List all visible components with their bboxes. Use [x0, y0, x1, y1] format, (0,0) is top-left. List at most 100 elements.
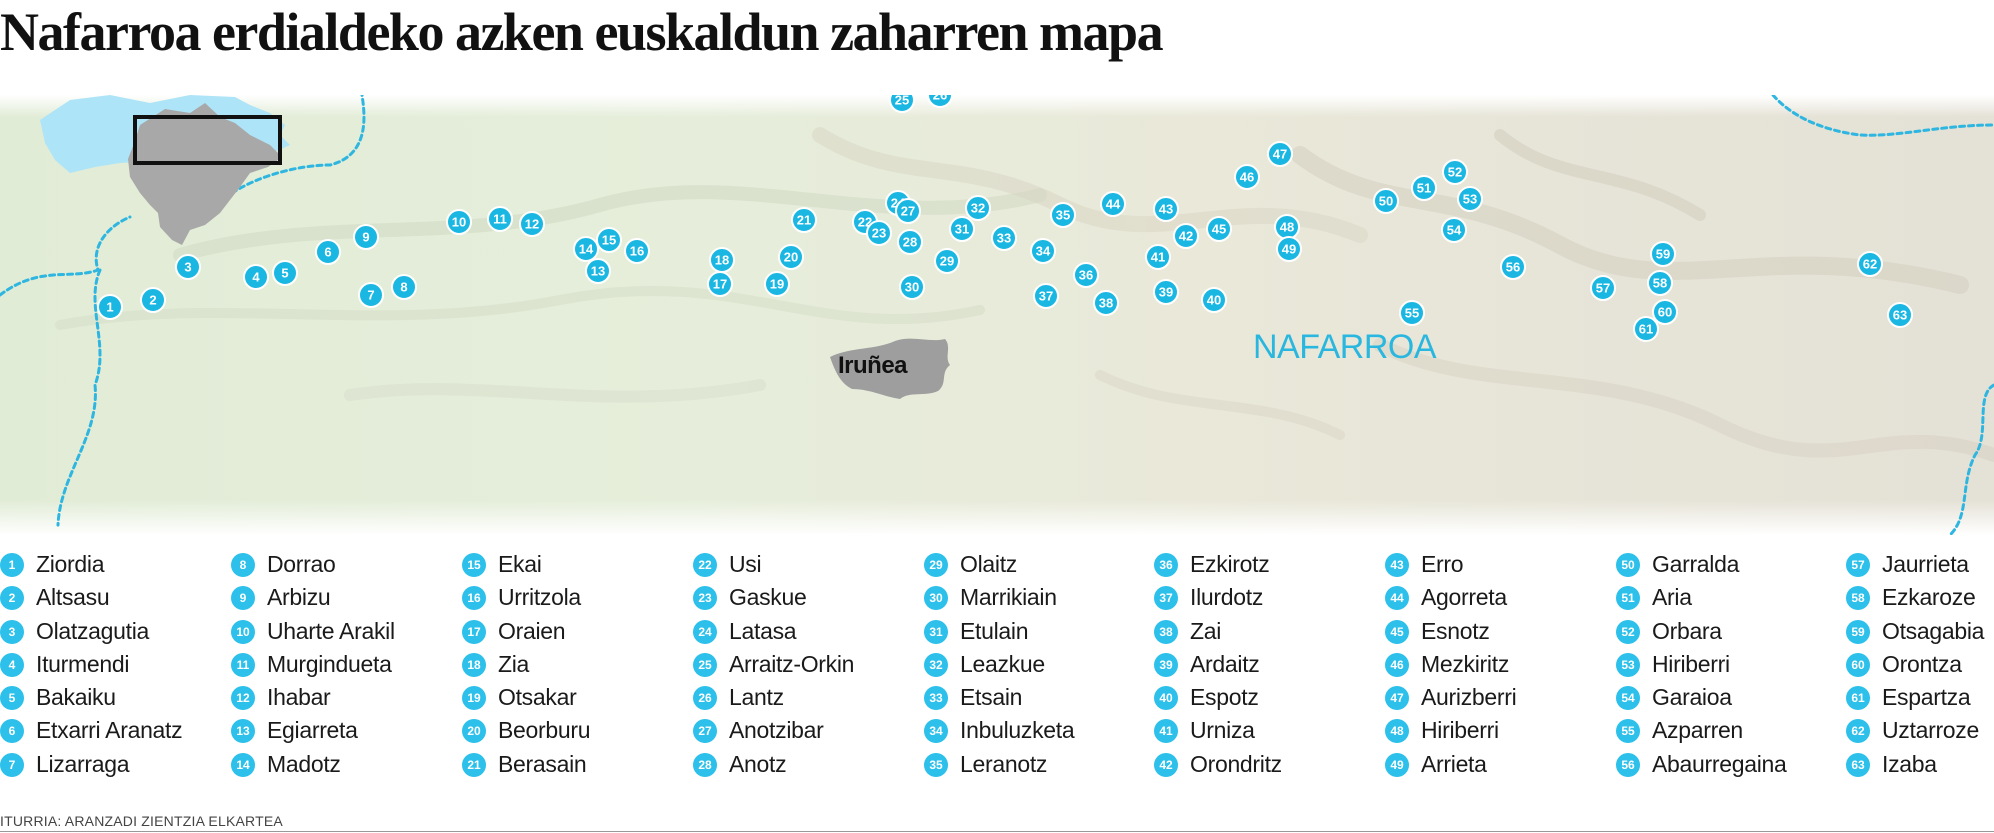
legend-item: 33 Etsain — [924, 681, 1154, 714]
legend-item: 49 Arrieta — [1385, 748, 1615, 781]
map-marker-2: 2 — [140, 287, 166, 313]
legend-item: 48 Hiriberri — [1385, 714, 1615, 747]
legend-place-name: Ilurdotz — [1190, 584, 1264, 611]
legend-item: 59 Otsagabia — [1846, 615, 1994, 648]
legend-place-name: Beorburu — [498, 717, 591, 744]
map-marker-circle — [1093, 290, 1119, 316]
legend-place-name: Uharte Arakil — [267, 617, 395, 644]
map-marker-number: 29 — [940, 254, 954, 269]
legend-item: 7 Lizarraga — [0, 748, 230, 781]
legend-place-name: Ihabar — [267, 684, 331, 711]
bottom-fade — [0, 500, 1994, 535]
legend-number-badge: 61 — [1846, 686, 1870, 711]
map-marker-number: 42 — [1179, 229, 1193, 244]
legend-place-name: Anotz — [729, 750, 787, 777]
map-marker-circle — [272, 260, 298, 286]
map-marker-42: 42 — [1173, 223, 1199, 249]
map-marker-28: 28 — [897, 229, 923, 255]
legend-item: 3 Olatzagutia — [0, 615, 230, 648]
map-marker-38: 38 — [1093, 290, 1119, 316]
legend-item: 8 Dorrao — [231, 548, 461, 581]
legend-number-badge: 19 — [462, 686, 486, 711]
legend-place-name: Espotz — [1190, 684, 1259, 711]
legend-place-name: Gaskue — [729, 584, 807, 611]
legend-column: 1 Ziordia 2 Altsasu 3 Olatzagutia 4 Iturmendi 5 B… — [0, 548, 230, 781]
legend-number-badge: 58 — [1846, 586, 1870, 611]
legend-number-badge: 27 — [693, 719, 717, 744]
map-marker-number: 15 — [602, 233, 616, 248]
legend-item: 28 Anotz — [693, 748, 923, 781]
map-marker-12: 12 — [519, 211, 545, 237]
legend-column: 36 Ezkirotz 37 Ilurdotz 38 Zai 39 Ardaitz 40 Espo… — [1154, 548, 1384, 781]
legend-item: 38 Zai — [1154, 615, 1384, 648]
legend-number-badge: 26 — [693, 686, 717, 711]
map-marker-21: 21 — [791, 207, 817, 233]
map-marker-14: 14 — [573, 236, 599, 262]
legend-number-badge: 53 — [1616, 652, 1640, 677]
legend-number-badge: 10 — [231, 619, 255, 644]
map-marker-45: 45 — [1206, 216, 1232, 242]
map-marker-number: 14 — [579, 242, 594, 257]
legend-column: 22 Usi 23 Gaskue 24 Latasa 25 Arraitz-Orkin 26 La… — [693, 548, 923, 781]
legend-item: 11 Murgindueta — [231, 648, 461, 681]
map-marker-circle — [1100, 191, 1126, 217]
legend-item: 55 Azparren — [1616, 714, 1846, 747]
map-marker-34: 34 — [1030, 238, 1056, 264]
legend-place-name: Erro — [1421, 551, 1464, 577]
village-markers: 1234567891011121314151617181920212223242… — [97, 95, 1913, 342]
map-marker-number: 47 — [1273, 147, 1287, 162]
legend-number-badge: 34 — [924, 719, 948, 744]
legend-place-name: Uztarroze — [1882, 717, 1979, 744]
map-marker-number: 41 — [1151, 250, 1165, 265]
legend-item: 18 Zia — [462, 648, 692, 681]
legend-number-badge: 15 — [462, 553, 486, 577]
map-marker-number: 4 — [252, 270, 260, 285]
legend-number-badge: 49 — [1385, 752, 1409, 777]
legend-number-badge: 57 — [1846, 553, 1870, 577]
map-marker-circle — [897, 229, 923, 255]
legend-place-name: Lantz — [729, 684, 784, 711]
legend-place-name: Ekai — [498, 551, 542, 577]
legend-place-name: Oraien — [498, 617, 566, 644]
legend-number-badge: 38 — [1154, 619, 1178, 644]
bottom-divider — [0, 831, 1994, 832]
legend-place-name: Inbuluzketa — [960, 717, 1075, 744]
legend-item: 24 Latasa — [693, 615, 923, 648]
map-marker-number: 21 — [797, 213, 811, 228]
map-marker-number: 48 — [1280, 220, 1294, 235]
legend-number-badge: 3 — [0, 619, 24, 644]
map-marker-8: 8 — [391, 274, 417, 300]
legend-number-badge: 14 — [231, 752, 255, 777]
legend-item: 39 Ardaitz — [1154, 648, 1384, 681]
map-marker-circle — [175, 254, 201, 280]
map-marker-circle — [1050, 202, 1076, 228]
legend-item: 5 Bakaiku — [0, 681, 230, 714]
legend-column: 43 Erro 44 Agorreta 45 Esnotz 46 Mezkiritz 47 Aur… — [1385, 548, 1615, 781]
legend-place-name: Arrieta — [1421, 750, 1487, 777]
map-marker-circle — [1073, 262, 1099, 288]
map-marker-number: 43 — [1159, 202, 1173, 217]
legend-place-name: Dorrao — [267, 551, 336, 577]
legend-item: 14 Madotz — [231, 748, 461, 781]
map-marker-60: 60 — [1652, 299, 1678, 325]
map-marker-number: 36 — [1079, 268, 1093, 283]
legend-item: 4 Iturmendi — [0, 648, 230, 681]
map-marker-58: 58 — [1647, 270, 1673, 296]
map-marker-number: 58 — [1653, 276, 1667, 291]
legend-item: 12 Ihabar — [231, 681, 461, 714]
legend-item: 10 Uharte Arakil — [231, 615, 461, 648]
map-marker-circle — [487, 206, 513, 232]
map-marker-circle — [1441, 217, 1467, 243]
map-marker-48: 48 — [1274, 214, 1300, 240]
map-marker-circle — [899, 274, 925, 300]
map-marker-54: 54 — [1441, 217, 1467, 243]
map-marker-circle — [573, 236, 599, 262]
legend-number-badge: 45 — [1385, 619, 1409, 644]
map-marker-11: 11 — [487, 206, 513, 232]
map-marker-10: 10 — [446, 209, 472, 235]
legend-place-name: Arraitz-Orkin — [729, 650, 855, 677]
map-marker-number: 12 — [525, 217, 539, 232]
legend-item: 6 Etxarri Aranatz — [0, 714, 230, 747]
legend-number-badge: 50 — [1616, 553, 1640, 577]
